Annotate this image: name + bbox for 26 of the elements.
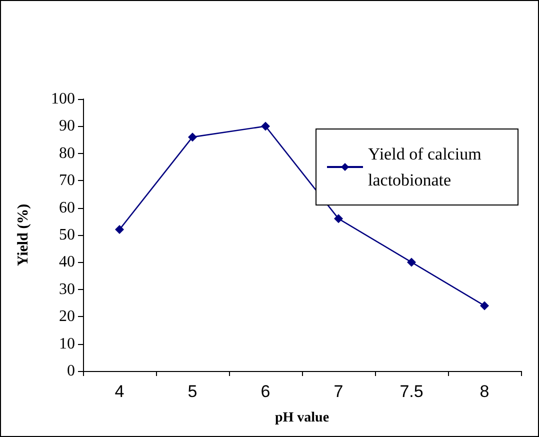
- y-tick-label: 60: [59, 199, 75, 216]
- point: [407, 258, 416, 267]
- point: [115, 225, 124, 234]
- y-tick-label: 10: [59, 335, 75, 352]
- x-tick-label: 5: [188, 382, 198, 401]
- y-tick-label: 90: [59, 118, 75, 135]
- point: [480, 301, 489, 310]
- point: [261, 122, 270, 131]
- y-tick-label: 70: [59, 172, 75, 190]
- x-tick-label: 7.5: [400, 382, 424, 401]
- y-tick-label: 100: [51, 90, 75, 108]
- y-tick-label: 0: [67, 362, 75, 380]
- y-tick-label: 40: [59, 254, 75, 271]
- point: [188, 132, 197, 142]
- x-axis-title: pH value: [274, 410, 330, 426]
- x-tick-label: 7: [334, 382, 344, 401]
- y-tick-label: 50: [59, 226, 75, 244]
- y-tick-label: 80: [59, 144, 75, 162]
- x-tick-label: 4: [114, 382, 124, 401]
- y-tick-label: 30: [59, 280, 75, 298]
- x-tick-label: 6: [260, 382, 270, 401]
- y-axis-title: Yield (%): [16, 204, 32, 266]
- legend-label: Yield of calcium lactobionate: [368, 144, 486, 190]
- x-tick-label: 8: [480, 382, 490, 401]
- point: [334, 214, 343, 224]
- y-tick-label: 20: [59, 308, 75, 326]
